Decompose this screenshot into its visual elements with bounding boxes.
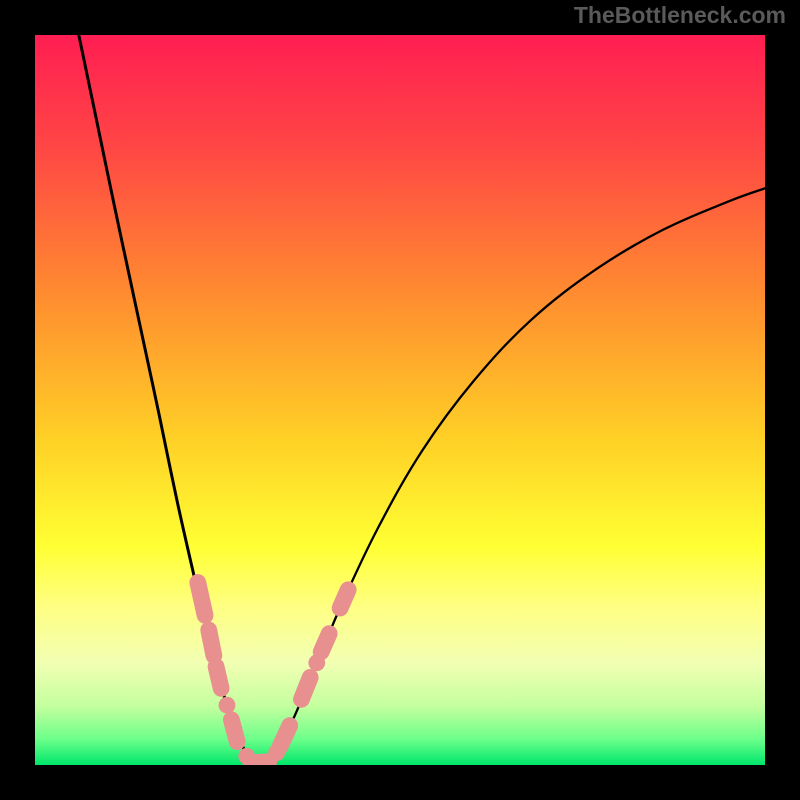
marker-capsule [198,583,205,616]
bottleneck-curve-layer [35,35,765,765]
marker-capsule [321,634,329,652]
curve-left [79,35,258,765]
marker-capsule [231,720,237,742]
curve-right [258,188,765,765]
marker-capsule [209,630,214,656]
marker-dot [219,697,236,714]
marker-capsule [340,590,348,608]
watermark-text: TheBottleneck.com [574,2,786,29]
marker-capsule [301,677,310,699]
chart-root: TheBottleneck.com [0,0,800,800]
marker-capsule [251,762,269,763]
marker-capsule [280,726,289,746]
plot-area [35,35,765,765]
marker-capsule [216,666,221,688]
